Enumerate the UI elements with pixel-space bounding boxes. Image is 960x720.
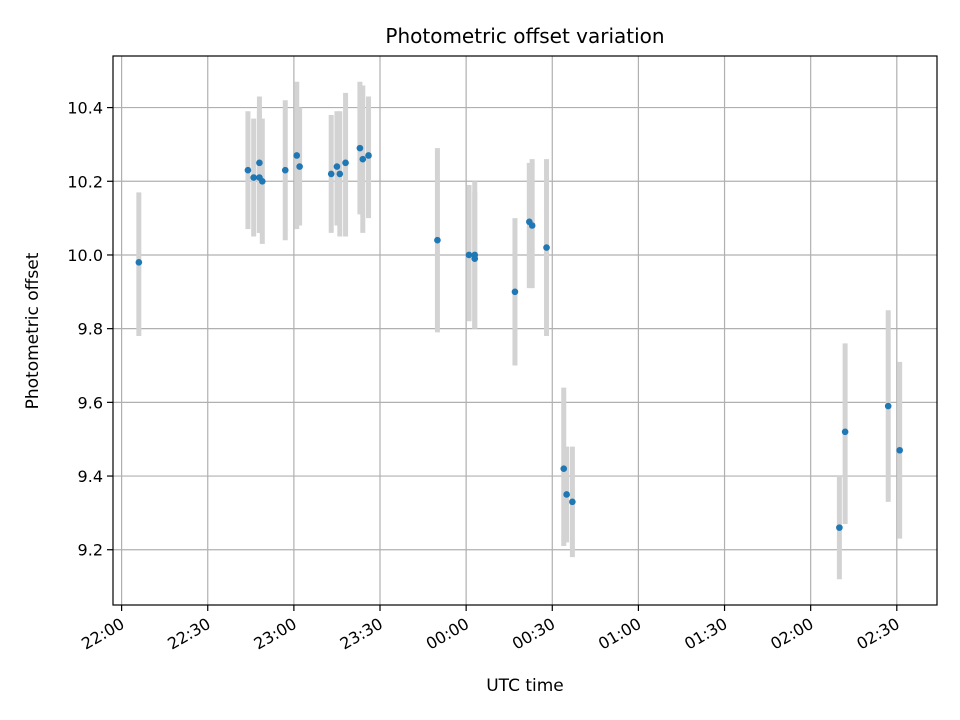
y-tick-label: 10.4 xyxy=(67,99,103,118)
data-point xyxy=(250,174,257,181)
data-point xyxy=(884,402,892,410)
data-point xyxy=(511,288,519,296)
y-tick-label: 9.8 xyxy=(78,320,103,339)
y-tick-label: 10.2 xyxy=(67,172,103,191)
data-point xyxy=(342,159,349,167)
data-point xyxy=(841,428,849,436)
data-point xyxy=(563,491,570,498)
data-point xyxy=(333,163,341,170)
data-point xyxy=(528,222,536,229)
data-point xyxy=(296,163,303,170)
y-axis-ticks: 9.2 9.4 9.6 9.8 10.0 10.2 10.4 xyxy=(67,99,113,560)
y-axis-label: Photometric offset xyxy=(23,252,43,409)
data-point xyxy=(465,251,473,259)
x-axis-label: UTC time xyxy=(486,676,564,696)
data-point xyxy=(569,498,576,506)
data-point xyxy=(896,446,903,454)
data-point xyxy=(244,166,252,174)
data-point xyxy=(281,166,289,174)
data-point xyxy=(471,251,479,259)
data-point xyxy=(434,236,441,244)
data-point xyxy=(135,259,143,266)
y-tick-label: 9.6 xyxy=(78,393,103,412)
data-point xyxy=(256,159,263,167)
data-point xyxy=(359,155,367,163)
data-point xyxy=(543,244,550,251)
y-tick-label: 9.4 xyxy=(78,467,103,486)
data-point xyxy=(258,177,266,185)
y-tick-label: 10.0 xyxy=(67,246,103,265)
data-points xyxy=(135,144,903,531)
data-point xyxy=(365,152,372,159)
data-point xyxy=(293,152,301,159)
data-point xyxy=(336,170,344,178)
data-point xyxy=(836,524,843,531)
plot-frame xyxy=(112,55,938,606)
data-point xyxy=(356,144,364,152)
y-tick-label: 9.2 xyxy=(78,541,103,560)
data-point xyxy=(560,465,568,472)
data-point xyxy=(327,170,335,178)
chart-title: Photometric offset variation xyxy=(385,24,664,48)
